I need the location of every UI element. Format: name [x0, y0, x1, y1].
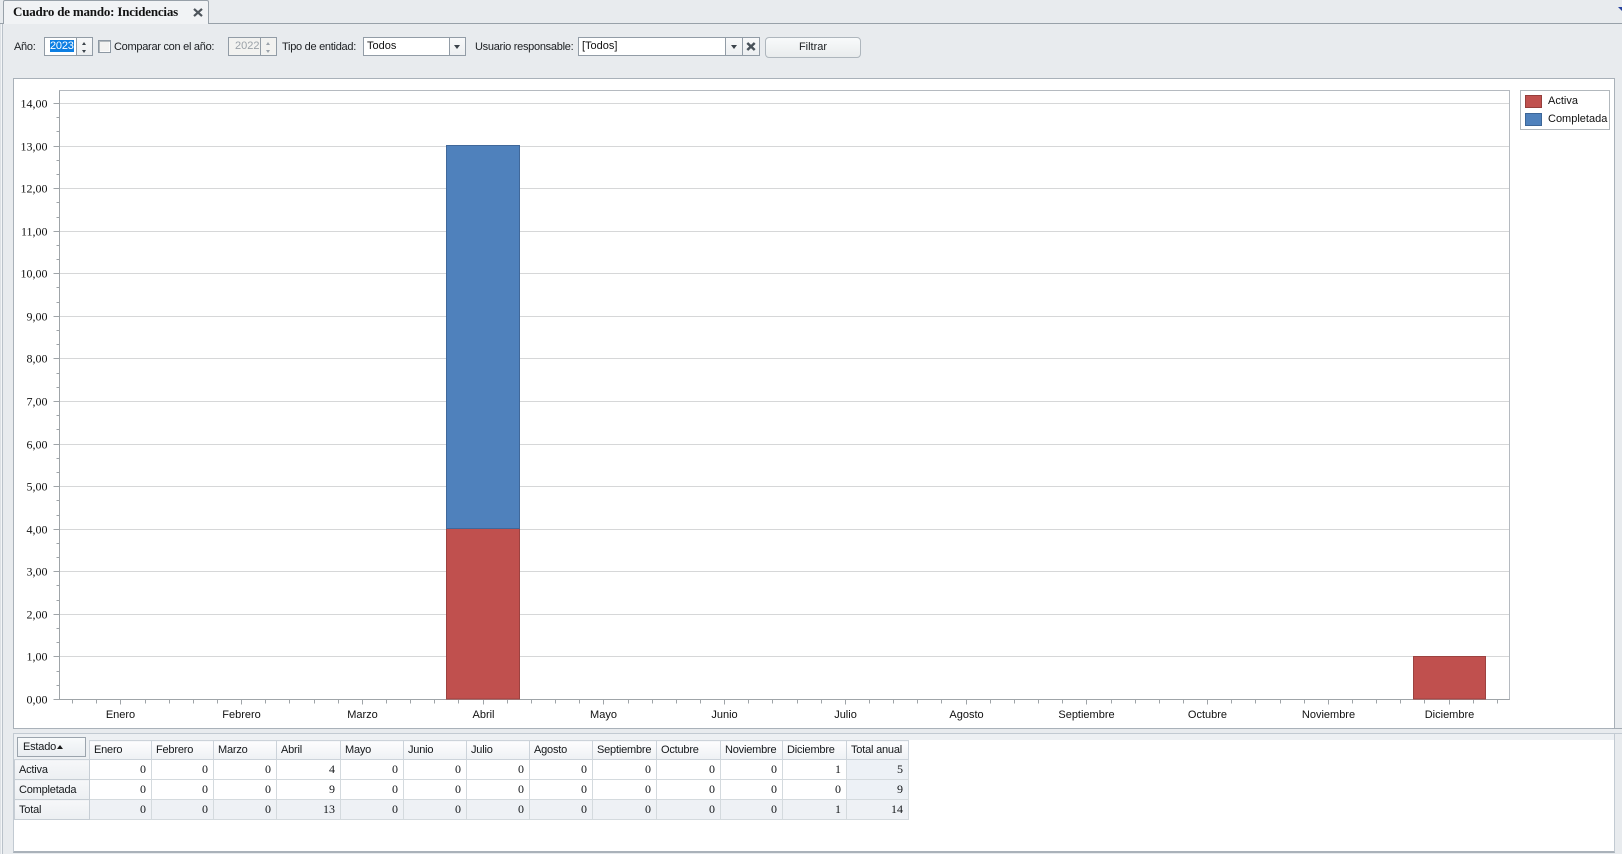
svg-text:6,00: 6,00: [27, 438, 48, 452]
svg-text:9,00: 9,00: [27, 310, 48, 324]
svg-text:Noviembre: Noviembre: [1302, 709, 1355, 721]
svg-text:Septiembre: Septiembre: [1058, 709, 1114, 721]
svg-text:4,00: 4,00: [27, 523, 48, 537]
svg-text:Julio: Julio: [834, 709, 857, 721]
svg-text:10,00: 10,00: [21, 267, 48, 281]
svg-text:11,00: 11,00: [21, 225, 48, 239]
svg-text:3,00: 3,00: [27, 565, 48, 579]
svg-text:13,00: 13,00: [21, 140, 48, 154]
svg-text:8,00: 8,00: [27, 352, 48, 366]
svg-text:Febrero: Febrero: [222, 709, 261, 721]
svg-text:7,00: 7,00: [27, 395, 48, 409]
svg-text:0,00: 0,00: [27, 693, 48, 707]
svg-text:Enero: Enero: [106, 709, 135, 721]
svg-text:5,00: 5,00: [27, 480, 48, 494]
svg-text:1,00: 1,00: [27, 650, 48, 664]
svg-text:2,00: 2,00: [27, 608, 48, 622]
svg-text:Mayo: Mayo: [590, 709, 617, 721]
svg-text:Octubre: Octubre: [1188, 709, 1227, 721]
svg-text:14,00: 14,00: [21, 97, 48, 111]
svg-text:Junio: Junio: [711, 709, 737, 721]
svg-text:12,00: 12,00: [21, 182, 48, 196]
svg-text:Agosto: Agosto: [949, 709, 983, 721]
svg-text:Marzo: Marzo: [347, 709, 378, 721]
svg-text:Abril: Abril: [472, 709, 494, 721]
svg-text:Diciembre: Diciembre: [1425, 709, 1475, 721]
